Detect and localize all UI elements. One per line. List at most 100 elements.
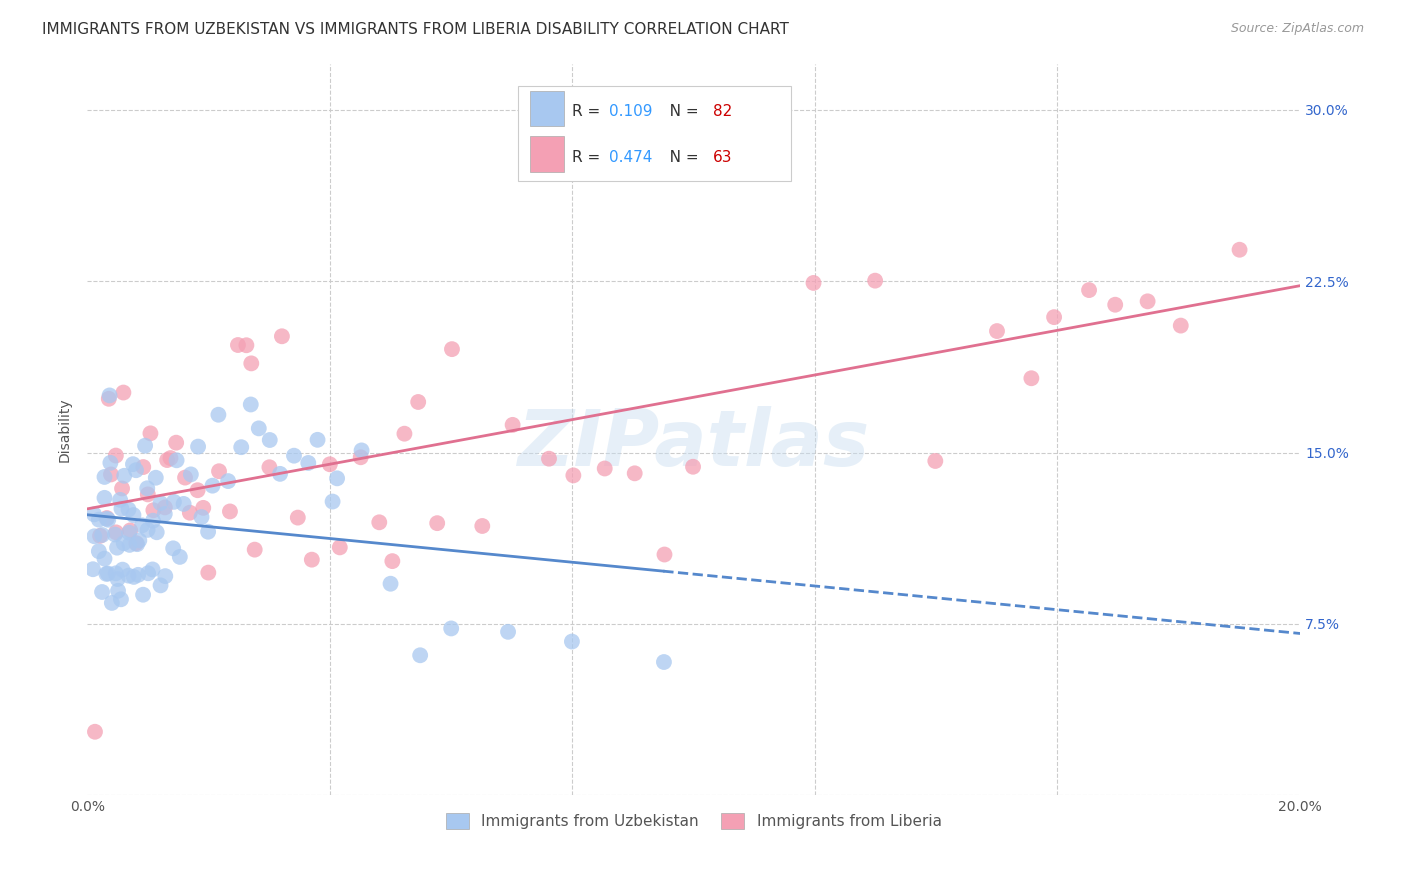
Point bbox=[1021, 371, 1043, 385]
Point bbox=[125, 463, 148, 477]
Point bbox=[803, 276, 825, 290]
Point bbox=[174, 470, 197, 484]
Point bbox=[562, 468, 585, 483]
Point bbox=[89, 529, 111, 543]
Point bbox=[96, 512, 118, 526]
Y-axis label: Disability: Disability bbox=[58, 398, 72, 462]
Point bbox=[145, 525, 167, 540]
Point bbox=[283, 449, 305, 463]
Point bbox=[82, 562, 104, 576]
Point bbox=[132, 460, 155, 475]
Point bbox=[96, 511, 118, 525]
Point bbox=[269, 467, 291, 481]
Point bbox=[93, 470, 115, 484]
Point bbox=[426, 516, 449, 530]
Point bbox=[101, 596, 124, 610]
Point bbox=[287, 510, 309, 524]
Point bbox=[112, 536, 135, 550]
Point bbox=[84, 724, 107, 739]
Point bbox=[326, 471, 349, 485]
Point bbox=[165, 435, 187, 450]
Point bbox=[231, 440, 253, 454]
Point bbox=[409, 648, 432, 663]
Point bbox=[193, 500, 215, 515]
Point bbox=[127, 567, 149, 582]
Point bbox=[380, 576, 402, 591]
Point bbox=[207, 408, 229, 422]
Point bbox=[136, 487, 159, 501]
Point bbox=[122, 508, 145, 522]
Point bbox=[259, 460, 281, 475]
Point bbox=[97, 566, 120, 581]
Point bbox=[127, 537, 149, 551]
Point bbox=[162, 541, 184, 556]
Point bbox=[93, 551, 115, 566]
Point bbox=[924, 454, 946, 468]
Point bbox=[91, 528, 114, 542]
Point bbox=[97, 513, 120, 527]
Point bbox=[91, 585, 114, 599]
Text: ZIPatlas: ZIPatlas bbox=[517, 407, 870, 483]
Text: 63: 63 bbox=[713, 150, 733, 165]
Point bbox=[319, 457, 342, 471]
Point bbox=[155, 569, 177, 583]
Point bbox=[986, 324, 1008, 338]
Point bbox=[1104, 298, 1126, 312]
Point bbox=[117, 502, 139, 516]
Point bbox=[136, 481, 159, 495]
Point bbox=[1136, 294, 1159, 309]
Point bbox=[381, 554, 404, 568]
Point bbox=[104, 566, 127, 581]
Point bbox=[197, 524, 219, 539]
Point bbox=[440, 622, 463, 636]
Text: R =: R = bbox=[572, 104, 606, 120]
Point bbox=[240, 356, 263, 370]
Point bbox=[682, 459, 704, 474]
Text: R =: R = bbox=[572, 150, 606, 165]
FancyBboxPatch shape bbox=[517, 86, 790, 181]
Point bbox=[112, 385, 135, 400]
Point bbox=[111, 563, 134, 577]
Point bbox=[83, 529, 105, 543]
Point bbox=[247, 421, 270, 435]
Point bbox=[104, 527, 127, 541]
Point bbox=[142, 503, 165, 517]
Point bbox=[235, 338, 257, 352]
Point bbox=[368, 516, 391, 530]
Point bbox=[243, 542, 266, 557]
Point bbox=[471, 519, 494, 533]
Point bbox=[136, 523, 159, 537]
Point bbox=[1078, 283, 1101, 297]
Point bbox=[122, 457, 145, 471]
Point bbox=[187, 440, 209, 454]
Point bbox=[1170, 318, 1192, 333]
Point bbox=[350, 450, 373, 465]
Text: N =: N = bbox=[655, 150, 703, 165]
Point bbox=[134, 439, 156, 453]
Point bbox=[145, 471, 167, 485]
Point bbox=[187, 483, 209, 498]
Point bbox=[117, 568, 139, 582]
Point bbox=[217, 474, 239, 488]
Point bbox=[537, 451, 560, 466]
FancyBboxPatch shape bbox=[530, 136, 564, 171]
Point bbox=[87, 544, 110, 558]
Point bbox=[1043, 310, 1066, 325]
Text: 82: 82 bbox=[713, 104, 733, 120]
Point bbox=[169, 549, 191, 564]
Point bbox=[128, 533, 150, 548]
Point bbox=[111, 482, 134, 496]
Point bbox=[156, 453, 179, 467]
Point bbox=[96, 566, 118, 581]
Point bbox=[120, 524, 142, 538]
Point bbox=[197, 566, 219, 580]
Point bbox=[1229, 243, 1251, 257]
Point bbox=[97, 392, 120, 406]
Text: IMMIGRANTS FROM UZBEKISTAN VS IMMIGRANTS FROM LIBERIA DISABILITY CORRELATION CHA: IMMIGRANTS FROM UZBEKISTAN VS IMMIGRANTS… bbox=[42, 22, 789, 37]
FancyBboxPatch shape bbox=[530, 91, 564, 126]
Point bbox=[226, 338, 249, 352]
Point bbox=[149, 578, 172, 592]
Point bbox=[652, 655, 675, 669]
Point bbox=[297, 456, 319, 470]
Point bbox=[654, 548, 676, 562]
